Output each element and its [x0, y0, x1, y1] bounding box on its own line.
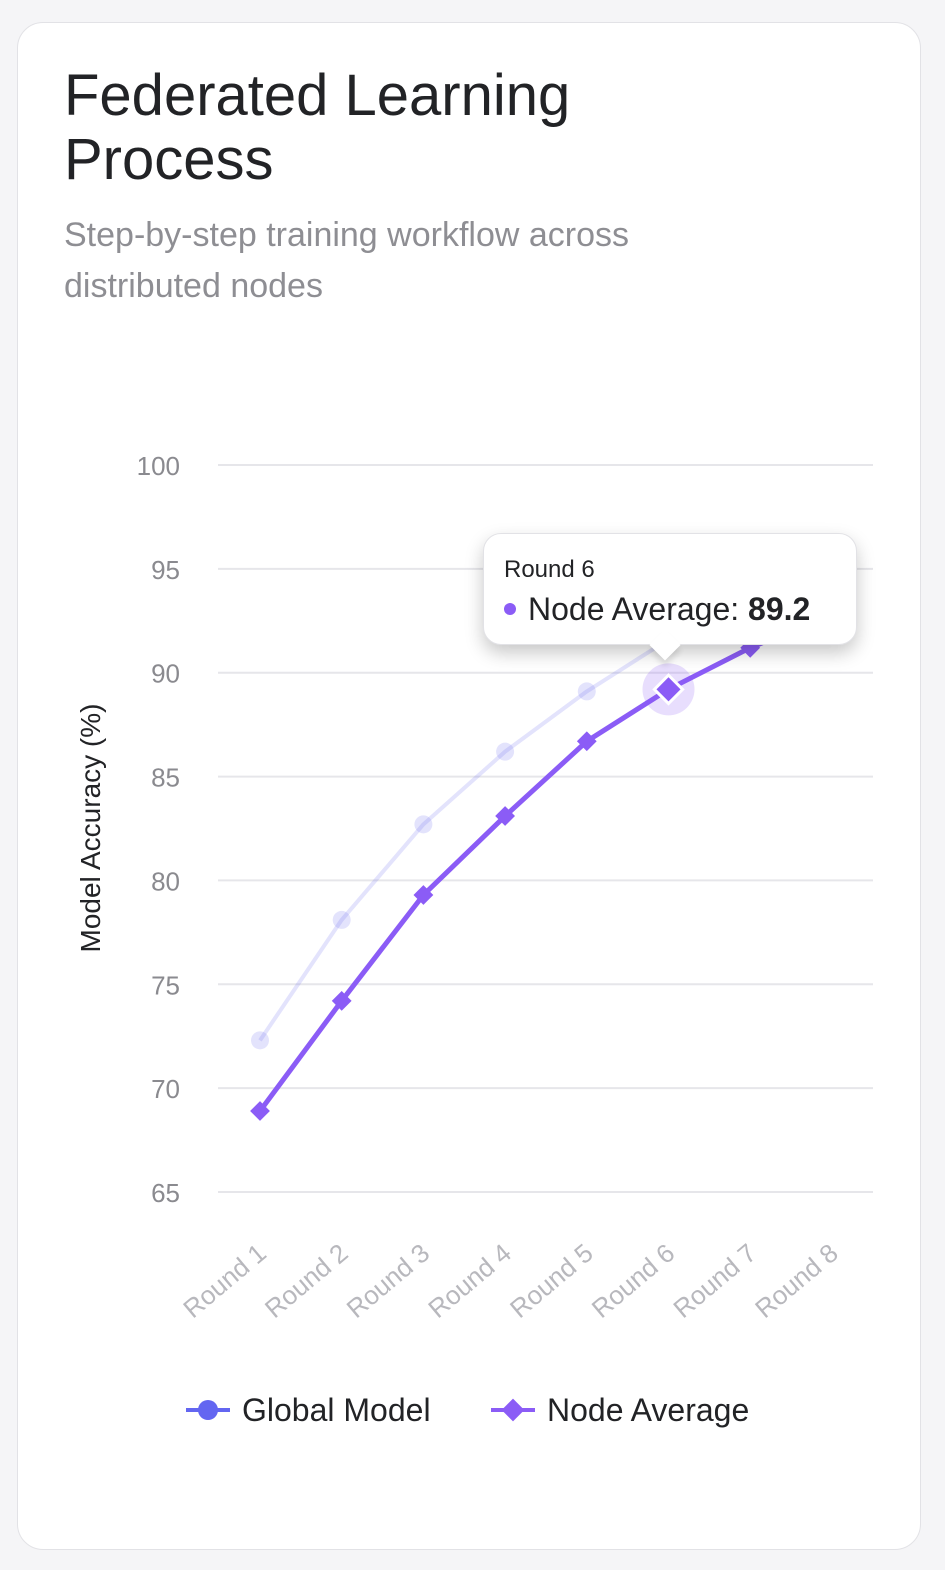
x-tick-label: Round 4	[422, 1238, 517, 1324]
page-title: Federated Learning Process	[64, 63, 571, 192]
y-tick-label: 70	[151, 1074, 180, 1104]
y-tick-label: 90	[151, 659, 180, 689]
node-average-line	[257, 612, 833, 1113]
x-tick-label: Round 3	[341, 1238, 436, 1324]
node-average-point[interactable]	[331, 991, 352, 1011]
global-model-point[interactable]	[332, 910, 351, 929]
legend-global-model-marker	[198, 1400, 218, 1420]
node-average-point-active[interactable]	[652, 673, 685, 706]
node-average-point[interactable]	[576, 731, 597, 752]
tooltip-series-dot	[504, 602, 516, 615]
x-tick-label: Round 5	[504, 1238, 599, 1324]
y-tick-label: 95	[151, 555, 180, 585]
tooltip-row: Node Average: 89.2	[504, 591, 810, 628]
tooltip-series-label: Node Average:	[528, 591, 749, 627]
y-tick-label: 65	[151, 1178, 180, 1208]
node-average-point[interactable]	[413, 885, 434, 905]
x-tick-label: Round 7	[667, 1238, 762, 1324]
global-model-point[interactable]	[251, 1031, 269, 1050]
legend: Global Model Node Average	[186, 1392, 749, 1428]
x-tick-label: Round 8	[749, 1238, 844, 1324]
legend-node-average-label[interactable]: Node Average	[547, 1392, 749, 1428]
chart-card	[17, 22, 921, 1550]
node-average-point[interactable]	[250, 1101, 270, 1121]
tooltip-title: Round 6	[504, 556, 595, 583]
y-tick-label: 75	[151, 970, 180, 1000]
chart-series	[250, 564, 842, 1121]
y-tick-label: 85	[151, 763, 180, 793]
y-axis-title: Model Accuracy (%)	[75, 704, 106, 953]
legend-node-average-marker	[501, 1398, 525, 1422]
y-axis-ticks: 65 70 75 80 85 90 95 100	[137, 451, 180, 1208]
tooltip-value: 89.2	[748, 591, 811, 627]
global-model-point[interactable]	[577, 682, 596, 701]
global-model-point[interactable]	[414, 815, 433, 834]
legend-global-model-label[interactable]: Global Model	[242, 1392, 431, 1428]
y-tick-label: 80	[151, 866, 180, 896]
x-tick-label: Round 1	[177, 1238, 272, 1324]
y-tick-label: 100	[137, 451, 180, 481]
chart-tooltip: Round 6 Node Average: 89.2	[483, 533, 857, 645]
page-subtitle: Step-by-step training workflow across di…	[64, 216, 630, 305]
x-tick-label: Round 6	[586, 1238, 681, 1324]
x-tick-label: Round 2	[259, 1238, 354, 1324]
global-model-point[interactable]	[496, 742, 515, 761]
